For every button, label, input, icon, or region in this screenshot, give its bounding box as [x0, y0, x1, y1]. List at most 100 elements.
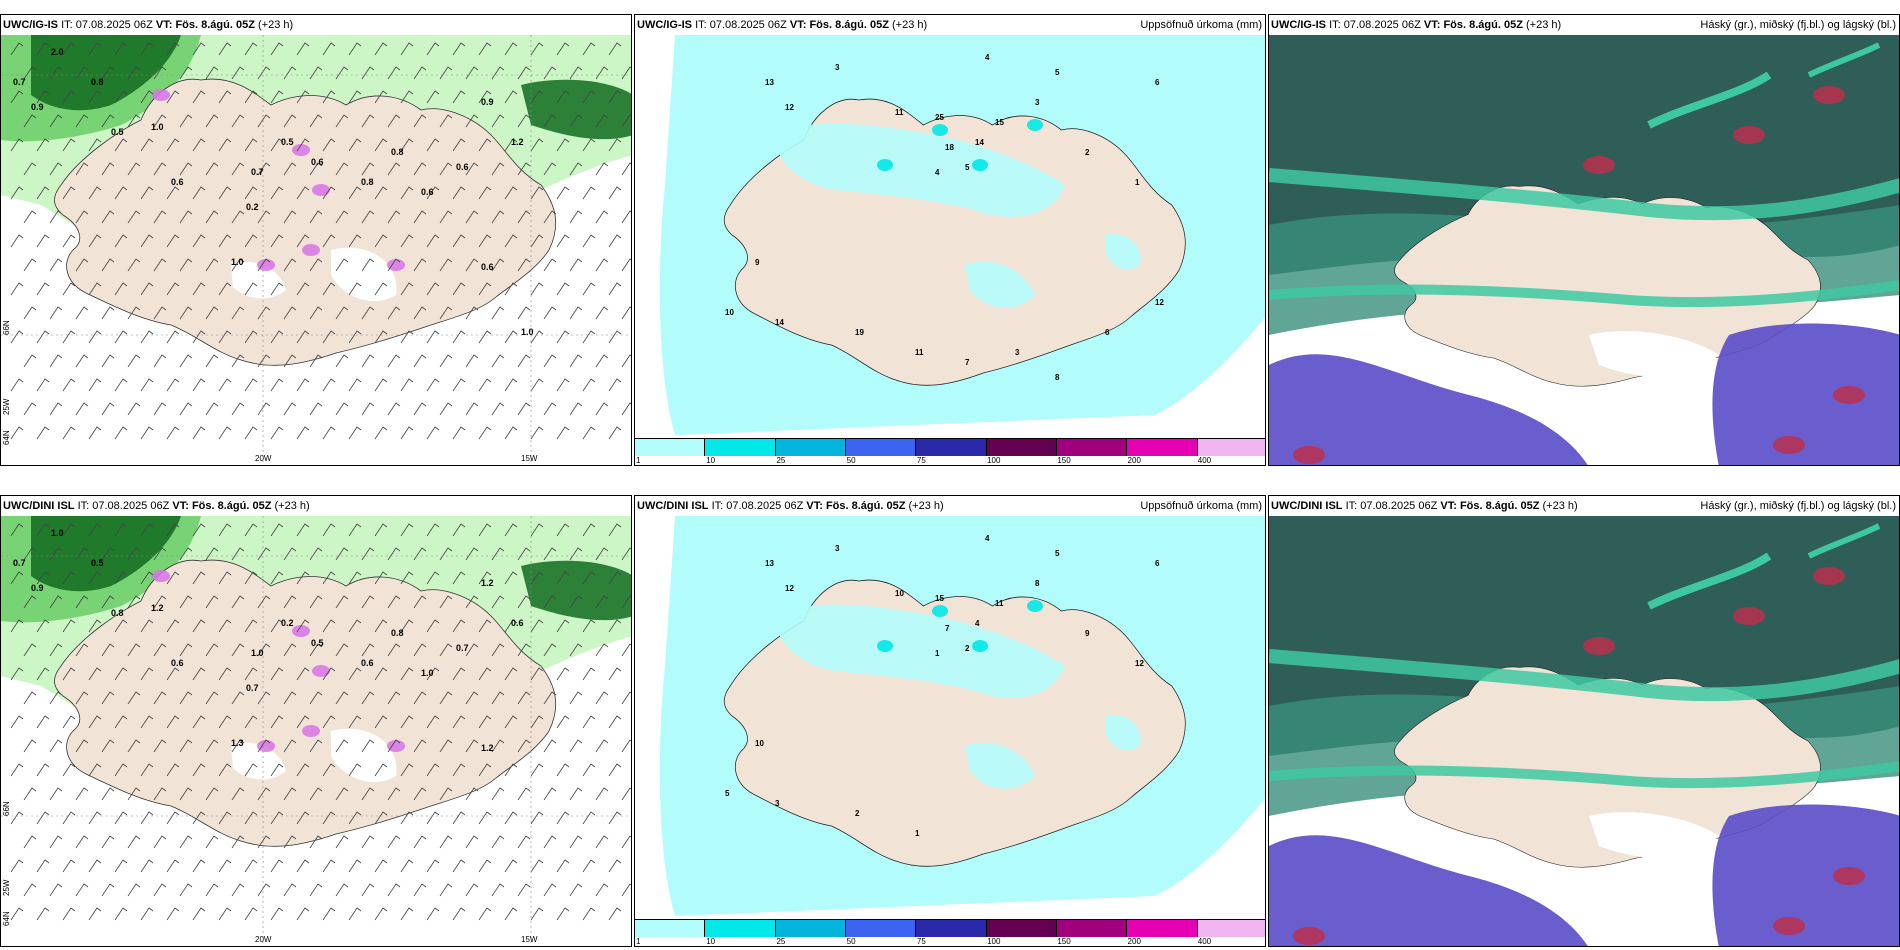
wind-barb: [413, 162, 427, 176]
precip-spot: [972, 640, 988, 652]
wind-barb: [127, 691, 141, 705]
wind-barb: [49, 691, 63, 705]
wind-barb: [10, 859, 24, 873]
wind-barb: [166, 859, 180, 873]
lat-label-66n: 66N: [2, 801, 11, 816]
wind-barb: [400, 234, 414, 248]
wind-barb: [595, 883, 609, 897]
precip-spot: [302, 725, 320, 737]
wind-barb: [257, 258, 271, 272]
wind-barb: [88, 42, 102, 56]
wind-barb: [23, 691, 37, 705]
wind-barb: [179, 306, 193, 320]
wind-barb: [348, 330, 362, 344]
wind-barb: [10, 282, 24, 296]
wind-barb: [530, 523, 544, 537]
wind-barb: [140, 859, 154, 873]
wind-barb: [491, 595, 505, 609]
wind-barb: [296, 667, 310, 681]
wind-barb: [543, 643, 557, 657]
wind-barb: [621, 547, 631, 561]
wind-barb: [309, 354, 323, 368]
wind-barb: [127, 114, 141, 128]
legend-label: 1: [636, 456, 641, 465]
cloud-layers-panel-row2: UWC/DINI ISL IT: 07.08.2025 06Z VT: Fös.…: [1268, 495, 1900, 947]
wind-barb: [608, 378, 622, 392]
wind-barb: [218, 138, 232, 152]
wind-barb: [257, 114, 271, 128]
iceland-land: [54, 78, 556, 366]
legend-label: 400: [1197, 456, 1212, 465]
wind-barb: [205, 210, 219, 224]
wind-barb: [36, 907, 50, 921]
wind-barb: [556, 763, 570, 777]
wind-barb: [387, 402, 401, 416]
precip-legend-labels: 1 10 25 50 75 100 150 200 400: [635, 456, 1265, 465]
wind-barb: [361, 595, 375, 609]
wind-barb: [491, 162, 505, 176]
wind-barb: [491, 210, 505, 224]
wind-barb: [166, 571, 180, 585]
precip-over-land: [965, 742, 1035, 789]
wind-barb: [569, 162, 583, 176]
wind-barb: [595, 306, 609, 320]
legend-swatch: [986, 439, 1057, 456]
wind-barb: [543, 258, 557, 272]
precip-value: 1: [935, 649, 940, 658]
wind-barb: [465, 595, 479, 609]
wind-barb: [348, 907, 362, 921]
wind-barb: [127, 402, 141, 416]
wind-barb: [36, 138, 50, 152]
wind-barb: [205, 402, 219, 416]
wind-barb: [49, 354, 63, 368]
wind-barb: [62, 907, 76, 921]
wind-barb: [36, 859, 50, 873]
wind-barb: [400, 186, 414, 200]
wind-barb: [452, 667, 466, 681]
wind-barb: [62, 715, 76, 729]
it-label: IT:: [695, 19, 707, 31]
wind-barb: [23, 595, 37, 609]
wind-barb: [374, 715, 388, 729]
wind-barb: [192, 42, 206, 56]
wind-barb: [88, 667, 102, 681]
wind-barb: [101, 643, 115, 657]
precip-value: 3: [1015, 348, 1020, 357]
wind-barb: [283, 402, 297, 416]
wind-barb: [413, 595, 427, 609]
wind-barb: [62, 138, 76, 152]
wind-barb: [530, 90, 544, 104]
wind-barb: [465, 306, 479, 320]
cloud-cover-value: 0.7: [251, 167, 264, 177]
cloud-cover-value: 0.6: [311, 157, 324, 167]
wind-barb: [621, 114, 631, 128]
wind-barb: [270, 426, 284, 440]
precip-value: 5: [1055, 68, 1060, 77]
wind-barb: [595, 691, 609, 705]
wind-barb: [166, 523, 180, 537]
wind-barb: [374, 330, 388, 344]
wind-barb: [49, 306, 63, 320]
wind-barb: [62, 859, 76, 873]
vt-label: VT:: [172, 500, 189, 512]
wind-barb: [114, 330, 128, 344]
wind-barb: [75, 739, 89, 753]
wind-barb: [439, 210, 453, 224]
wind-barb: [543, 739, 557, 753]
wind-barb: [608, 715, 622, 729]
wind-barb: [231, 402, 245, 416]
wind-barb: [322, 234, 336, 248]
model-name: UWC/IG-IS: [637, 19, 692, 31]
wind-barb: [10, 811, 24, 825]
wind-barb: [452, 234, 466, 248]
wind-barb: [335, 258, 349, 272]
wind-barb: [101, 835, 115, 849]
wind-barb: [530, 426, 544, 440]
wind-barb: [413, 643, 427, 657]
wind-barb: [10, 42, 24, 56]
wind-barb: [465, 114, 479, 128]
precip-value: 14: [775, 318, 784, 327]
mid-cloud-band: [1647, 552, 1772, 610]
it-label: IT:: [1329, 19, 1341, 31]
clear-patch: [231, 261, 286, 299]
